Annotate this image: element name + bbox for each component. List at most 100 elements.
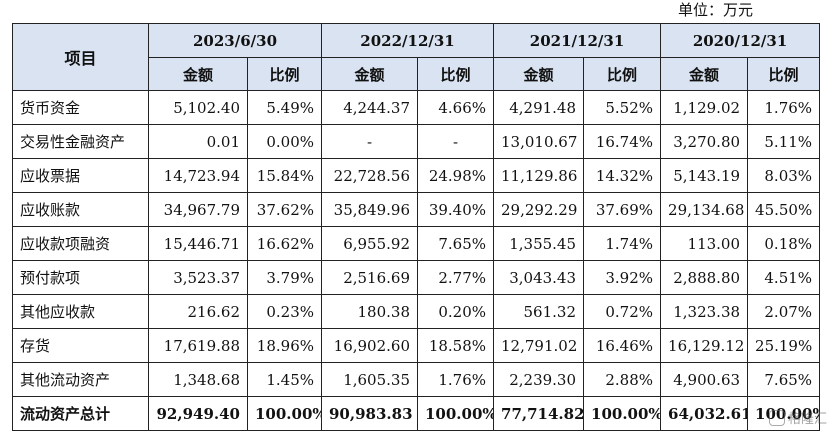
ratio-header: 比例 xyxy=(747,57,821,91)
table-body: 货币资金 5,102.40 5.49% 4,244.37 4.66% 4,291.48 5.… xyxy=(12,90,821,431)
amount-cell: 90,983.83 xyxy=(321,396,418,431)
ratio-header: 比例 xyxy=(583,57,662,91)
amount-cell: 22,728.56 xyxy=(321,158,418,193)
ratio-cell: 5.11% xyxy=(747,124,821,159)
ratio-cell: 2.88% xyxy=(583,362,662,397)
amount-cell: 3,043.43 xyxy=(493,260,585,295)
ratio-header: 比例 xyxy=(416,57,495,91)
row-label: 应收票据 xyxy=(12,158,149,193)
current-assets-table: 项目 2023/6/30 2022/12/31 2021/12/31 2020/… xyxy=(12,23,821,431)
item-column-header: 项目 xyxy=(12,23,149,91)
ratio-cell: 0.20% xyxy=(416,294,495,329)
amount-cell: 180.38 xyxy=(321,294,418,329)
ratio-cell: 1.45% xyxy=(247,362,322,397)
amount-cell: 1,129.02 xyxy=(660,90,749,125)
ratio-cell: 5.49% xyxy=(247,90,322,125)
amount-cell: 64,032.61 xyxy=(660,396,749,431)
table-row: 应收账款 34,967.79 37.62% 35,849.96 39.40% 29,292… xyxy=(12,192,821,227)
amount-cell: 4,291.48 xyxy=(493,90,585,125)
period-header-2022-12-31: 2022/12/31 xyxy=(320,23,495,58)
amount-cell: 2,516.69 xyxy=(321,260,418,295)
amount-cell: 4,900.63 xyxy=(660,362,749,397)
ratio-cell: 2.07% xyxy=(747,294,821,329)
table-row: 预付款项 3,523.37 3.79% 2,516.69 2.77% 3,043.43 3.… xyxy=(12,260,821,295)
watermark-logo-icon xyxy=(768,409,785,426)
period-header-2020-12-31: 2020/12/31 xyxy=(660,23,821,58)
ratio-cell: 0.23% xyxy=(247,294,322,329)
table-row: 其他流动资产 1,348.68 1.45% 1,605.35 1.76% 2,239.30… xyxy=(12,362,821,397)
amount-cell: 1,323.38 xyxy=(660,294,749,329)
ratio-cell: 8.03% xyxy=(747,158,821,193)
row-label: 应收款项融资 xyxy=(12,226,149,261)
ratio-cell: 45.50% xyxy=(747,192,821,227)
ratio-cell: 100.00% xyxy=(747,396,821,431)
ratio-cell: 25.19% xyxy=(747,328,821,363)
amount-cell: 35,849.96 xyxy=(321,192,418,227)
ratio-header: 比例 xyxy=(247,57,322,91)
ratio-cell: 39.40% xyxy=(416,192,495,227)
amount-cell: 13,010.67 xyxy=(493,124,585,159)
amount-header: 金额 xyxy=(148,57,248,91)
ratio-cell: 0.00% xyxy=(247,124,322,159)
period-header-2021-12-31: 2021/12/31 xyxy=(493,23,662,58)
amount-cell: 5,102.40 xyxy=(148,90,248,125)
ratio-cell: 16.62% xyxy=(247,226,322,261)
ratio-cell: 0.72% xyxy=(583,294,662,329)
ratio-cell: 7.65% xyxy=(747,362,821,397)
amount-cell: 1,605.35 xyxy=(321,362,418,397)
ratio-cell: 1.76% xyxy=(416,362,495,397)
table-row: 货币资金 5,102.40 5.49% 4,244.37 4.66% 4,291.48 5.… xyxy=(12,90,821,125)
ratio-cell: 4.66% xyxy=(416,90,495,125)
amount-cell: 77,714.82 xyxy=(493,396,585,431)
table-row: 应收款项融资 15,446.71 16.62% 6,955.92 7.65% 1,355.… xyxy=(12,226,821,261)
row-label: 流动资产总计 xyxy=(12,396,149,431)
amount-cell: 1,355.45 xyxy=(493,226,585,261)
ratio-cell: 14.32% xyxy=(583,158,662,193)
amount-cell: 14,723.94 xyxy=(148,158,248,193)
amount-cell: 17,619.88 xyxy=(148,328,248,363)
amount-cell: 216.62 xyxy=(148,294,248,329)
amount-cell: 6,955.92 xyxy=(321,226,418,261)
row-label: 其他流动资产 xyxy=(12,362,149,397)
amount-cell: 4,244.37 xyxy=(321,90,418,125)
ratio-cell: 16.46% xyxy=(583,328,662,363)
ratio-cell: 5.52% xyxy=(583,90,662,125)
ratio-cell: 16.74% xyxy=(583,124,662,159)
table-row: 其他应收款 216.62 0.23% 180.38 0.20% 561.32 0.72% 1,… xyxy=(12,294,821,329)
amount-cell: 2,239.30 xyxy=(493,362,585,397)
amount-cell: 1,348.68 xyxy=(148,362,248,397)
row-label: 其他应收款 xyxy=(12,294,149,329)
ratio-cell: 37.69% xyxy=(583,192,662,227)
amount-cell: 12,791.02 xyxy=(493,328,585,363)
ratio-cell: 18.58% xyxy=(416,328,495,363)
ratio-cell: 15.84% xyxy=(247,158,322,193)
amount-cell: 29,292.29 xyxy=(493,192,585,227)
ratio-cell: 7.65% xyxy=(416,226,495,261)
amount-cell: 29,134.68 xyxy=(660,192,749,227)
table-row: 交易性金融资产 0.01 0.00% - -13,010.67 16.74% 3,270.8… xyxy=(12,124,821,159)
ratio-cell: 2.77% xyxy=(416,260,495,295)
amount-cell: 561.32 xyxy=(493,294,585,329)
amount-cell: 16,129.12 xyxy=(660,328,749,363)
table-row: 存货 17,619.88 18.96% 16,902.60 18.58% 12,791.0… xyxy=(12,328,821,363)
amount-cell: 3,523.37 xyxy=(148,260,248,295)
amount-cell: 92,949.40 xyxy=(148,396,248,431)
amount-cell: 16,902.60 xyxy=(321,328,418,363)
ratio-cell: 3.79% xyxy=(247,260,322,295)
ratio-cell: 3.92% xyxy=(583,260,662,295)
amount-cell: 15,446.71 xyxy=(148,226,248,261)
ratio-cell: 37.62% xyxy=(247,192,322,227)
amount-cell: - xyxy=(321,124,418,159)
ratio-cell: 0.18% xyxy=(747,226,821,261)
amount-header: 金额 xyxy=(321,57,418,91)
amount-cell: 2,888.80 xyxy=(660,260,749,295)
ratio-cell: 4.51% xyxy=(747,260,821,295)
table-row: 应收票据 14,723.94 15.84% 22,728.56 24.98% 11,129… xyxy=(12,158,821,193)
amount-cell: 3,270.80 xyxy=(660,124,749,159)
period-header-2023-6-30: 2023/6/30 xyxy=(148,23,322,58)
ratio-cell: 100.00% xyxy=(247,396,322,431)
watermark-text: 格隆汇 xyxy=(787,412,827,427)
amount-cell: 5,143.19 xyxy=(660,158,749,193)
ratio-cell: 100.00% xyxy=(583,396,662,431)
total-row: 流动资产总计 92,949.40 100.00% 90,983.83 100.00% 77… xyxy=(12,396,821,431)
